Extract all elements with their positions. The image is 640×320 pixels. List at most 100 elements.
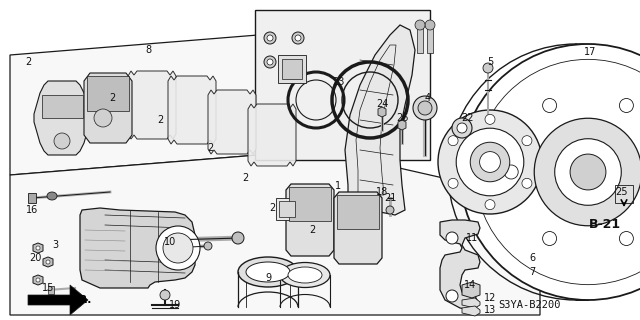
- Polygon shape: [398, 120, 406, 130]
- Text: 16: 16: [26, 205, 38, 215]
- Text: 6: 6: [529, 253, 535, 263]
- Text: 4: 4: [425, 93, 431, 103]
- Polygon shape: [10, 150, 540, 315]
- Text: 13: 13: [484, 305, 496, 315]
- Polygon shape: [378, 107, 386, 117]
- Polygon shape: [286, 184, 334, 256]
- Bar: [278, 55, 306, 83]
- Text: 14: 14: [464, 280, 476, 290]
- Bar: [276, 198, 298, 220]
- Text: 2: 2: [242, 173, 248, 183]
- Circle shape: [264, 56, 276, 68]
- Circle shape: [448, 136, 458, 146]
- Polygon shape: [128, 71, 176, 139]
- Text: 11: 11: [466, 233, 478, 243]
- Text: 7: 7: [529, 267, 535, 277]
- Circle shape: [543, 99, 557, 113]
- Circle shape: [415, 20, 425, 30]
- Circle shape: [156, 226, 200, 270]
- Bar: [615, 185, 633, 203]
- Polygon shape: [33, 275, 43, 285]
- Circle shape: [452, 118, 472, 138]
- Text: 5: 5: [487, 57, 493, 67]
- Text: 24: 24: [376, 99, 388, 109]
- Circle shape: [267, 35, 273, 41]
- Polygon shape: [334, 192, 382, 264]
- Circle shape: [413, 96, 437, 120]
- Circle shape: [570, 154, 606, 190]
- Circle shape: [232, 232, 244, 244]
- Circle shape: [457, 123, 467, 133]
- Circle shape: [534, 118, 640, 226]
- Circle shape: [485, 200, 495, 210]
- Circle shape: [46, 260, 50, 264]
- Ellipse shape: [238, 257, 298, 287]
- Circle shape: [264, 32, 276, 44]
- Polygon shape: [462, 298, 480, 308]
- Text: 12: 12: [484, 293, 496, 303]
- Ellipse shape: [288, 267, 322, 283]
- Polygon shape: [84, 73, 132, 143]
- Polygon shape: [28, 285, 88, 315]
- Text: 2: 2: [109, 93, 115, 103]
- Text: FR.: FR.: [72, 295, 92, 305]
- Bar: [87, 76, 129, 111]
- Text: 22: 22: [461, 113, 474, 123]
- Bar: [289, 187, 331, 221]
- Text: 2: 2: [269, 203, 275, 213]
- Ellipse shape: [47, 192, 57, 200]
- Polygon shape: [34, 81, 90, 155]
- Polygon shape: [248, 104, 296, 166]
- Text: 21: 21: [384, 193, 396, 203]
- Text: 20: 20: [29, 253, 41, 263]
- Circle shape: [36, 278, 40, 282]
- Polygon shape: [33, 243, 43, 253]
- Bar: [337, 195, 379, 229]
- Polygon shape: [440, 220, 480, 310]
- Circle shape: [446, 232, 458, 244]
- Circle shape: [160, 290, 170, 300]
- Circle shape: [620, 99, 634, 113]
- Circle shape: [483, 63, 493, 73]
- Circle shape: [522, 136, 532, 146]
- Circle shape: [94, 109, 112, 127]
- Polygon shape: [10, 30, 320, 175]
- Polygon shape: [345, 25, 415, 215]
- Text: 9: 9: [265, 273, 271, 283]
- Polygon shape: [168, 76, 216, 144]
- Circle shape: [460, 44, 640, 300]
- Circle shape: [418, 101, 432, 115]
- Polygon shape: [80, 208, 195, 288]
- Bar: [255, 10, 430, 160]
- Bar: [42, 95, 83, 118]
- Circle shape: [267, 59, 273, 65]
- Polygon shape: [208, 90, 256, 154]
- Circle shape: [446, 290, 458, 302]
- Circle shape: [292, 32, 304, 44]
- Text: 19: 19: [169, 300, 181, 310]
- Circle shape: [36, 246, 40, 250]
- Circle shape: [54, 133, 70, 149]
- Text: 2: 2: [157, 115, 163, 125]
- Circle shape: [543, 231, 557, 245]
- Circle shape: [485, 114, 495, 124]
- Circle shape: [163, 233, 193, 263]
- Circle shape: [295, 35, 301, 41]
- Bar: [28, 193, 36, 203]
- Circle shape: [456, 128, 524, 196]
- Text: S3YA-B2200: S3YA-B2200: [498, 300, 561, 310]
- Text: B-21: B-21: [589, 219, 621, 231]
- Text: 2: 2: [207, 143, 213, 153]
- Circle shape: [522, 178, 532, 188]
- Ellipse shape: [246, 262, 290, 282]
- Text: 2: 2: [309, 225, 315, 235]
- Polygon shape: [43, 257, 53, 267]
- Bar: [48, 286, 54, 294]
- Text: 17: 17: [584, 47, 596, 57]
- Text: 15: 15: [42, 283, 54, 293]
- Circle shape: [204, 242, 212, 250]
- Bar: [427, 25, 433, 53]
- Text: 8: 8: [145, 45, 151, 55]
- Circle shape: [504, 165, 518, 179]
- Text: 3: 3: [52, 240, 58, 250]
